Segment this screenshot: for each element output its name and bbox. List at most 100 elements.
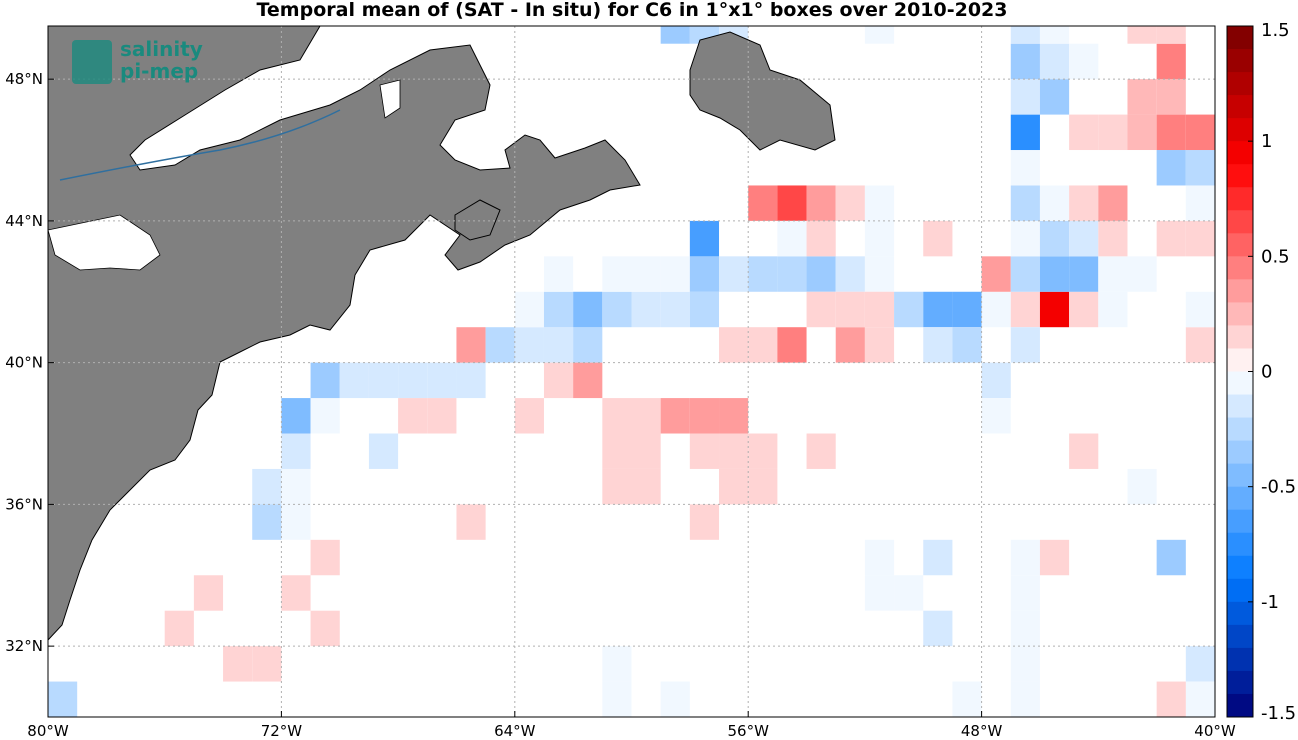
- heatmap-cell: [864, 575, 895, 611]
- heatmap-cell: [1010, 256, 1040, 292]
- heatmap-cell: [1010, 539, 1040, 576]
- heatmap-cell: [398, 398, 428, 434]
- heatmap-cell: [281, 504, 311, 540]
- heatmap-cell: [835, 256, 865, 292]
- colorbar-swatch: [1227, 348, 1253, 372]
- heatmap-cell: [310, 398, 340, 434]
- y-tick-label: 32°N: [5, 637, 43, 655]
- heatmap-cell: [456, 362, 486, 399]
- heatmap-cell: [252, 504, 282, 540]
- heatmap-cell: [1098, 291, 1128, 328]
- heatmap-cell: [543, 362, 574, 399]
- heatmap-cell: [543, 327, 574, 363]
- heatmap-cell: [631, 256, 661, 292]
- newfoundland-land: [689, 31, 836, 151]
- colorbar: 1.5 1 0.5 0 -0.5 -1 -1.5: [1226, 20, 1296, 724]
- heatmap-cell: [1156, 539, 1186, 576]
- heatmap-cell: [923, 539, 953, 576]
- heatmap-cell: [660, 681, 690, 717]
- colorbar-swatch: [1227, 187, 1253, 211]
- chart-title: Temporal mean of (SAT - In situ) for C6 …: [256, 0, 1007, 21]
- colorbar-tick-label: 1: [1261, 131, 1272, 152]
- heatmap-cell: [193, 575, 224, 611]
- heatmap-cell: [864, 185, 895, 221]
- heatmap-cell: [1156, 220, 1186, 257]
- heatmap-cell: [514, 327, 544, 363]
- colorbar-swatch: [1227, 624, 1253, 649]
- heatmap-cell: [923, 610, 953, 647]
- heatmap-cell: [777, 327, 807, 363]
- heatmap-cell: [1010, 327, 1040, 363]
- heatmap-cell: [1156, 150, 1186, 186]
- heatmap-cell: [514, 291, 544, 328]
- north-america-land: [48, 26, 641, 641]
- heatmap-cell: [48, 681, 78, 717]
- heatmap-cell: [748, 327, 778, 363]
- heatmap-cell: [660, 398, 690, 434]
- heatmap-cell: [981, 362, 1011, 399]
- heatmap-cell: [689, 256, 720, 292]
- heatmap-cell: [368, 362, 399, 399]
- heatmap-cell: [864, 256, 895, 292]
- y-tick-label: 36°N: [5, 495, 43, 513]
- y-tick-label: 48°N: [5, 70, 43, 88]
- heatmap-cell: [1069, 256, 1099, 292]
- colorbar-swatch: [1227, 417, 1253, 442]
- heatmap-cell: [1039, 220, 1070, 257]
- heatmap-cell: [1127, 468, 1157, 505]
- heatmap-cell: [894, 575, 924, 611]
- x-tick-label: 64°W: [494, 722, 536, 740]
- colorbar-swatch: [1227, 164, 1253, 188]
- heatmap-cell: [573, 327, 603, 363]
- colorbar-swatch: [1227, 49, 1253, 73]
- heatmap-cell: [602, 681, 632, 717]
- heatmap-cell: [719, 327, 749, 363]
- heatmap-cell: [1156, 681, 1186, 717]
- heatmap-cell: [310, 610, 340, 647]
- heatmap-cell: [281, 433, 311, 469]
- heatmap-cell: [864, 291, 895, 328]
- heatmap-cell: [1098, 220, 1128, 257]
- y-axis: 32°N 36°N 40°N 44°N 48°N: [5, 70, 54, 655]
- heatmap-cell: [456, 504, 486, 540]
- heatmap-cell: [864, 539, 895, 576]
- heatmap-cell: [660, 26, 690, 44]
- colorbar-tick-label: 0: [1261, 362, 1272, 383]
- heatmap-cell: [923, 327, 953, 363]
- heatmap-cell: [1010, 79, 1040, 115]
- heatmap-cell: [923, 291, 953, 328]
- heatmap-cell: [543, 256, 574, 292]
- heatmap-cell: [573, 291, 603, 328]
- grid-lines: [48, 26, 1215, 717]
- heatmap-cell: [748, 256, 778, 292]
- heatmap-cell: [1156, 43, 1186, 80]
- heatmap-cell: [514, 398, 544, 434]
- colorbar-swatch: [1227, 670, 1253, 695]
- heatmap-cell: [1069, 433, 1099, 469]
- colorbar-swatch: [1227, 394, 1253, 419]
- colorbar-swatch: [1227, 440, 1253, 465]
- heatmap-cell: [1010, 220, 1040, 257]
- heatmap-cell: [1010, 610, 1040, 647]
- heatmap-cell: [398, 362, 428, 399]
- heatmap-cell: [1156, 114, 1186, 151]
- colorbar-swatch: [1227, 26, 1253, 50]
- heatmap-cell: [281, 398, 311, 434]
- heatmap-cell: [1127, 114, 1157, 151]
- heatmap-cell: [602, 256, 632, 292]
- heatmap-cell: [952, 291, 982, 328]
- heatmap-cell: [1010, 646, 1040, 682]
- heatmap-cell: [777, 256, 807, 292]
- heatmap-cell: [952, 681, 982, 717]
- heatmap-cell: [1127, 79, 1157, 115]
- heatmap-cell: [806, 220, 836, 257]
- x-axis: 80°W 72°W 64°W 56°W 48°W 40°W: [27, 711, 1236, 740]
- heatmap-cell: [777, 185, 807, 221]
- colorbar-tick-label: -1.5: [1261, 703, 1296, 724]
- heatmap-cell: [427, 362, 457, 399]
- heatmap-cell: [864, 327, 895, 363]
- heatmap-cell: [806, 433, 836, 469]
- land-mass: [48, 26, 836, 641]
- colorbar-swatch: [1227, 578, 1253, 603]
- heatmap-cell: [1010, 681, 1040, 717]
